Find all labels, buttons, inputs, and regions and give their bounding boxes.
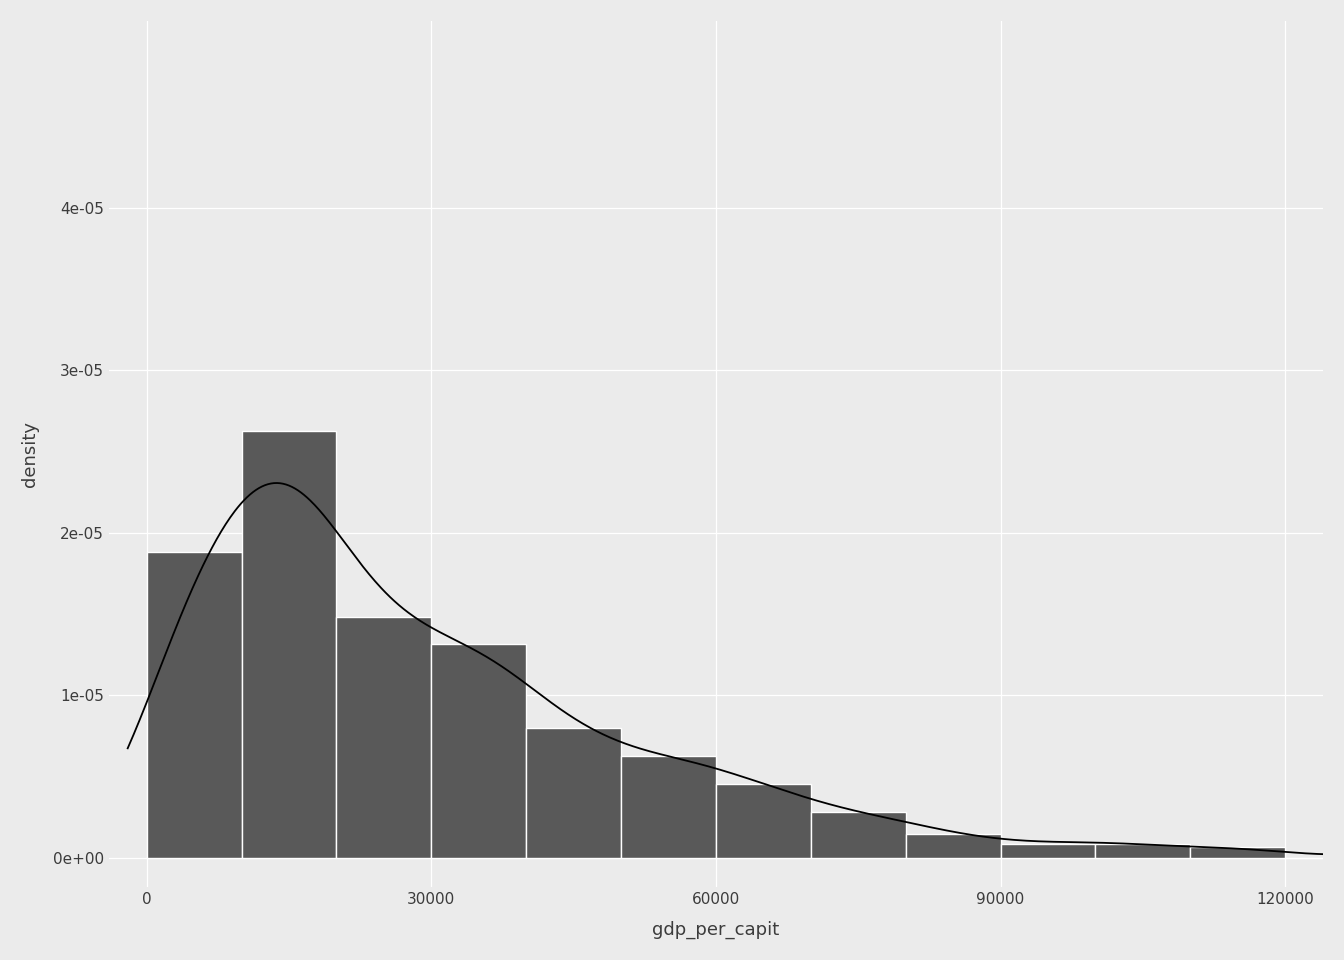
Bar — [810, 811, 906, 858]
Bar — [336, 616, 431, 858]
X-axis label: gdp_per_capit: gdp_per_capit — [652, 921, 780, 939]
Bar — [431, 644, 527, 858]
Bar — [146, 552, 242, 858]
Bar — [1095, 844, 1191, 858]
Bar — [716, 783, 810, 858]
Bar — [1000, 844, 1095, 858]
Bar — [621, 756, 716, 858]
Bar — [242, 431, 336, 858]
Bar — [906, 834, 1000, 858]
Bar — [527, 728, 621, 858]
Bar — [1191, 847, 1285, 858]
Y-axis label: density: density — [22, 421, 39, 487]
